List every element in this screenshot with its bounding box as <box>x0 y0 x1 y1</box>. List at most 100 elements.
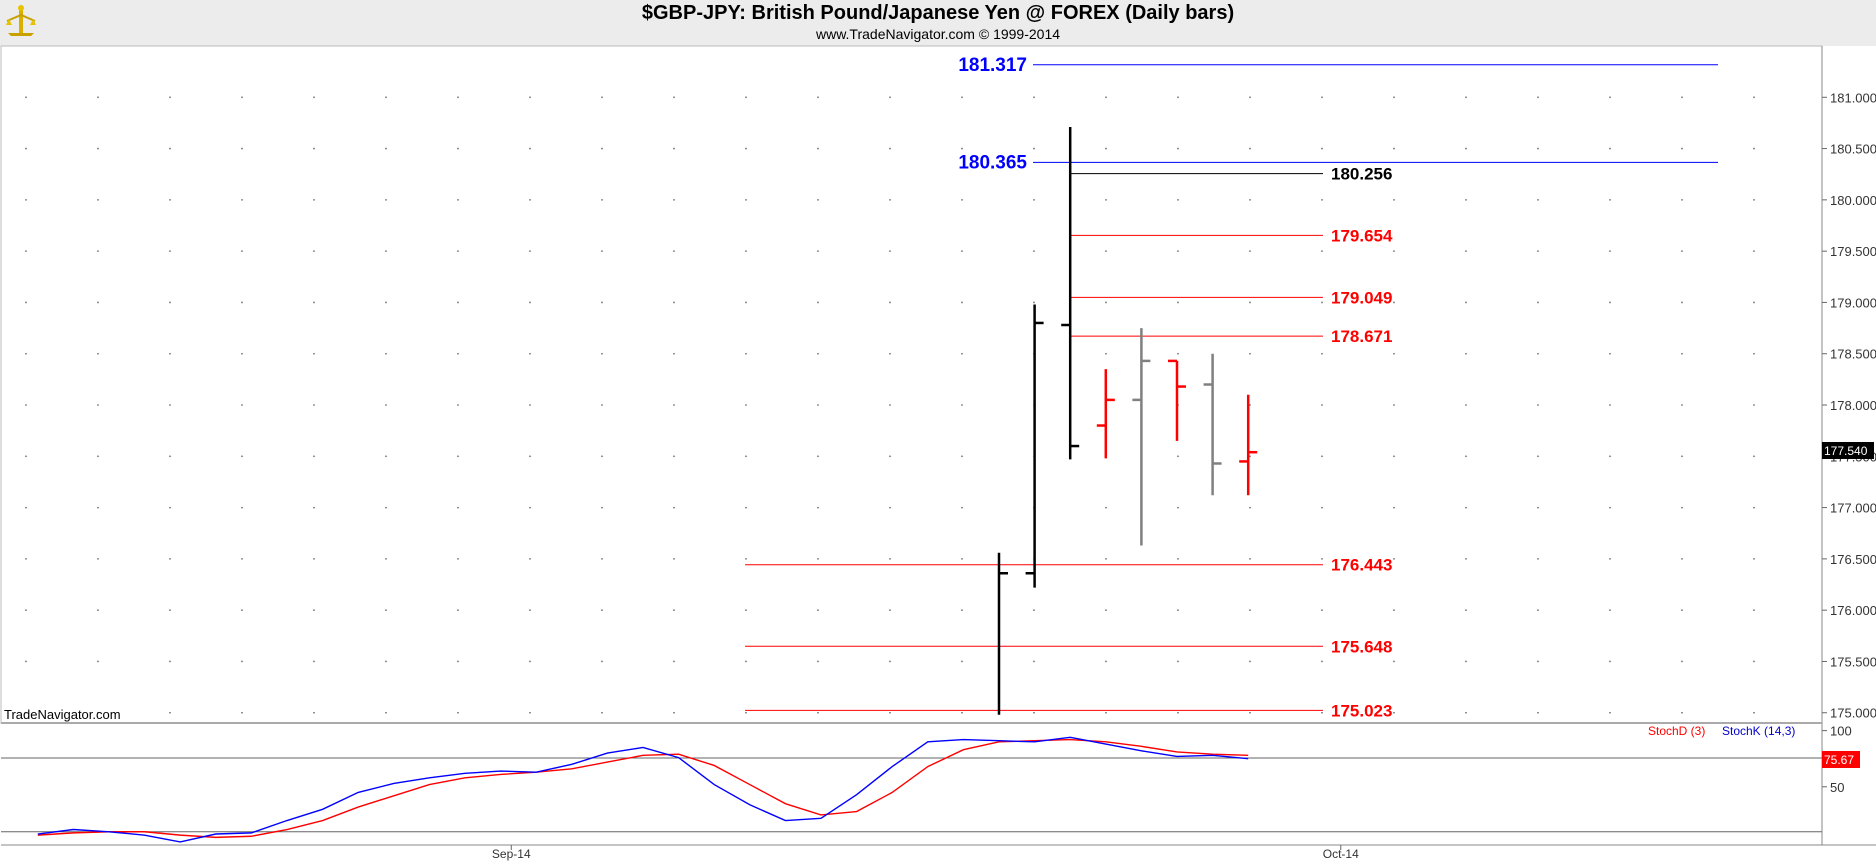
stoch-line-d <box>37 738 1249 839</box>
stochastic-panel: 100 50 <box>1 724 1852 843</box>
grid-dot <box>169 96 171 99</box>
grid-dot <box>673 506 675 509</box>
grid-dot <box>1609 506 1611 509</box>
grid-dot <box>817 711 819 714</box>
grid-dot <box>1321 660 1323 663</box>
grid-dot <box>1537 198 1539 201</box>
stoch-line-k <box>37 736 1249 843</box>
grid-dot <box>745 660 747 663</box>
grid-dot <box>457 250 459 253</box>
grid-dot <box>313 352 315 355</box>
grid-dot <box>241 404 243 406</box>
grid-dot <box>961 96 963 99</box>
grid-dot <box>457 404 459 406</box>
grid-dot <box>241 96 243 99</box>
grid-dot <box>1753 660 1755 663</box>
grid-dot <box>889 711 891 714</box>
grid-dot <box>529 147 531 150</box>
price-tick-label: 179.500 <box>1830 244 1876 259</box>
grid-dot <box>1177 711 1179 714</box>
grid-dot <box>313 660 315 663</box>
grid-dot <box>1609 660 1611 663</box>
grid-dot <box>169 250 171 253</box>
grid-dot <box>457 455 459 458</box>
grid-dot <box>817 147 819 150</box>
grid-dot <box>1609 557 1611 560</box>
grid-dot <box>673 404 675 406</box>
grid-dot <box>457 660 459 663</box>
price-tick-label: 178.000 <box>1830 398 1876 413</box>
grid-dot <box>241 198 243 201</box>
grid-dot <box>97 506 99 509</box>
grid-dot <box>889 609 891 612</box>
grid-dot <box>1321 455 1323 458</box>
grid-dot <box>169 506 171 509</box>
grid-dot <box>1537 711 1539 714</box>
chart-frame <box>0 45 1876 846</box>
grid-dot <box>1321 711 1323 714</box>
grid-dot <box>1753 557 1755 560</box>
legend-stochk: StochK (14,3) <box>1722 724 1795 738</box>
grid-dot <box>169 301 171 304</box>
grid-dot <box>169 609 171 612</box>
grid-dot <box>385 455 387 458</box>
grid-dot <box>1681 557 1683 560</box>
grid-dot <box>529 506 531 509</box>
grid-dot <box>169 147 171 150</box>
grid-dot <box>1609 404 1611 406</box>
grid-dot <box>1609 198 1611 201</box>
grid-dot <box>1465 147 1467 150</box>
grid-dot <box>1249 404 1251 406</box>
grid-dot <box>169 198 171 201</box>
grid-dot <box>961 147 963 150</box>
grid-dot <box>313 404 315 406</box>
grid-dot <box>97 301 99 304</box>
grid-dot <box>745 301 747 304</box>
price-tick-label: 178.500 <box>1830 347 1876 362</box>
grid-dot <box>25 198 27 201</box>
grid-dot <box>313 506 315 509</box>
grid-dot <box>1105 198 1107 201</box>
grid-dot <box>1681 96 1683 99</box>
grid-dot <box>457 198 459 201</box>
grid-dot <box>25 96 27 99</box>
grid-dot <box>313 301 315 304</box>
grid-dot <box>1681 506 1683 509</box>
grid-dot <box>241 301 243 304</box>
grid-dot <box>1609 609 1611 612</box>
grid-dot <box>241 557 243 560</box>
trade-navigator-logo <box>6 5 36 36</box>
level-label-178.671: 178.671 <box>1331 327 1392 346</box>
level-label-179.654: 179.654 <box>1331 226 1393 245</box>
grid-dot <box>1681 609 1683 612</box>
grid-dot <box>97 711 99 714</box>
grid-dot <box>313 198 315 201</box>
grid-dot <box>1537 96 1539 99</box>
grid-dot <box>385 250 387 253</box>
grid-dot <box>745 711 747 714</box>
grid-dot <box>457 96 459 99</box>
ohlc-bar <box>1203 353 1222 496</box>
grid <box>25 96 1755 714</box>
stoch-tick-label: 50 <box>1830 780 1844 795</box>
grid-dot <box>889 557 891 560</box>
grid-dot <box>1177 609 1179 612</box>
grid-dot <box>961 660 963 663</box>
grid-dot <box>673 609 675 612</box>
grid-dot <box>385 96 387 99</box>
grid-dot <box>169 711 171 714</box>
grid-dot <box>1321 301 1323 304</box>
grid-dot <box>529 557 531 560</box>
level-label-179.049: 179.049 <box>1331 288 1392 307</box>
grid-dot <box>673 455 675 458</box>
grid-dot <box>529 301 531 304</box>
grid-dot <box>241 455 243 458</box>
level-label-180.365: 180.365 <box>958 152 1027 173</box>
grid-dot <box>961 352 963 355</box>
grid-dot <box>889 455 891 458</box>
grid-dot <box>1249 352 1251 355</box>
grid-dot <box>1105 557 1107 560</box>
ohlc-bar <box>1096 369 1115 459</box>
grid-dot <box>241 506 243 509</box>
